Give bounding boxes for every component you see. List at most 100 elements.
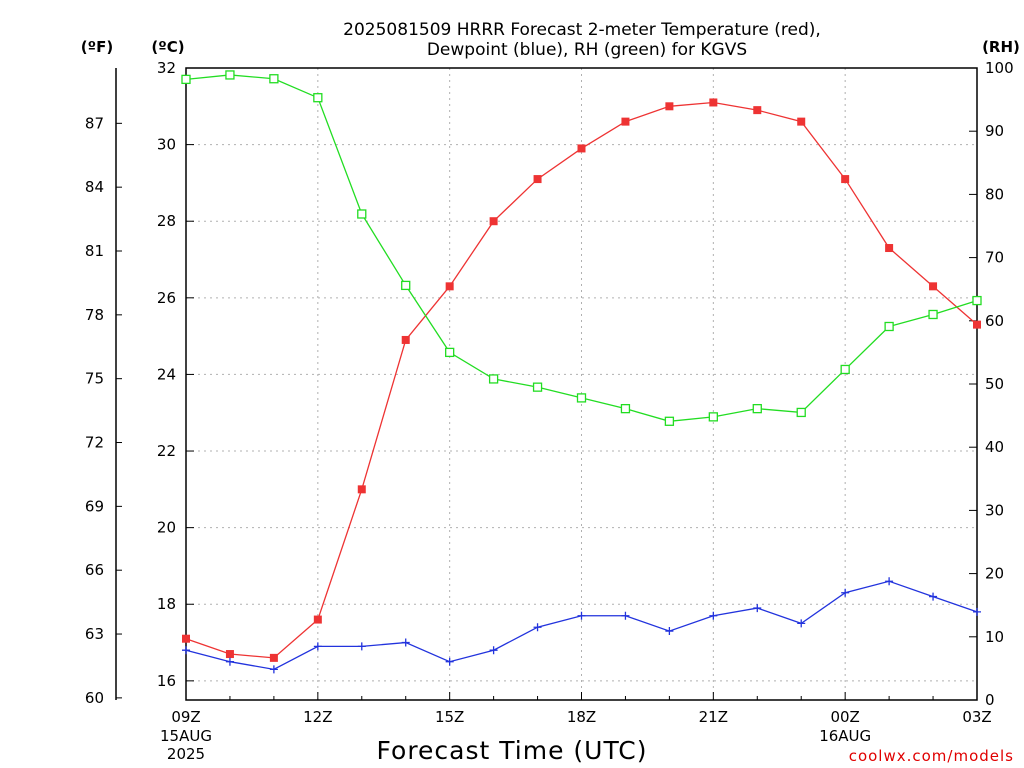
rh-point xyxy=(708,412,718,422)
temperature-point xyxy=(182,634,190,643)
x-tick-label: 03Z xyxy=(962,708,991,726)
celsius-tick-label: 20 xyxy=(157,519,176,537)
dewpoint-point xyxy=(269,665,278,674)
dewpoint-point xyxy=(753,604,762,613)
fahrenheit-tick-label: 72 xyxy=(85,434,104,452)
temperature-point xyxy=(665,102,674,111)
rh-point xyxy=(313,93,323,103)
celsius-tick-label: 16 xyxy=(157,672,176,690)
temperature-point xyxy=(225,650,234,659)
rh-unit-label: (RH) xyxy=(982,38,1020,56)
rh-tick-label: 50 xyxy=(985,375,1004,393)
fahrenheit-tick-label: 63 xyxy=(85,625,104,643)
chart-title-line-1: 2025081509 HRRR Forecast 2-meter Tempera… xyxy=(343,20,821,40)
grid-lines xyxy=(186,68,977,700)
rh-tick-label: 80 xyxy=(985,185,1004,203)
dewpoint-series xyxy=(182,577,981,674)
temperature-point xyxy=(621,117,630,126)
temperature-point xyxy=(709,98,718,107)
rh-point xyxy=(972,295,982,306)
dewpoint-point xyxy=(797,619,806,628)
x-date-label: 15AUG xyxy=(160,727,212,745)
dewpoint-point xyxy=(313,642,322,651)
rh-tick-label: 20 xyxy=(985,565,1004,583)
celsius-tick-label: 32 xyxy=(157,59,176,77)
fahrenheit-tick-label: 84 xyxy=(85,178,104,196)
fahrenheit-tick-label: 69 xyxy=(85,497,104,515)
rh-point xyxy=(884,321,894,332)
credit-text: coolwx.com/models xyxy=(849,747,1014,765)
temperature-point xyxy=(313,615,322,624)
rh-point xyxy=(269,74,279,84)
celsius-tick-label: 28 xyxy=(157,212,176,230)
rh-point xyxy=(357,209,367,219)
celsius-unit-label: (ºC) xyxy=(151,38,184,56)
temperature-point xyxy=(357,485,366,494)
dewpoint-point xyxy=(621,611,630,620)
x-tick-label: 09Z xyxy=(171,708,200,726)
fahrenheit-unit-label: (ºF) xyxy=(81,38,113,56)
dewpoint-point xyxy=(973,607,981,616)
rh-point xyxy=(181,74,191,85)
rh-point xyxy=(796,407,806,418)
fahrenheit-tick-label: 78 xyxy=(85,306,104,324)
temperature-point xyxy=(929,282,938,291)
rh-tick-label: 30 xyxy=(985,501,1004,519)
fahrenheit-tick-label: 75 xyxy=(85,370,104,388)
fahrenheit-tick-label: 87 xyxy=(85,114,104,132)
rh-point xyxy=(840,364,850,375)
rh-point xyxy=(928,309,938,320)
celsius-tick-label: 26 xyxy=(157,289,176,307)
fahrenheit-tick-label: 60 xyxy=(85,689,104,707)
dewpoint-point xyxy=(929,592,938,601)
rh-point xyxy=(401,280,411,291)
dewpoint-point xyxy=(885,577,894,586)
rh-point xyxy=(752,403,762,414)
rh-tick-label: 60 xyxy=(985,312,1004,330)
temperature-series xyxy=(182,98,981,662)
temperature-point xyxy=(489,217,498,226)
x-date-label: 16AUG xyxy=(819,727,871,745)
rh-tick-label: 100 xyxy=(985,59,1014,77)
rh-point xyxy=(488,374,499,384)
data-series xyxy=(181,70,982,674)
temperature-point xyxy=(445,282,454,291)
temperature-point xyxy=(401,335,410,344)
dewpoint-point xyxy=(533,623,542,632)
rh-tick-label: 70 xyxy=(985,249,1004,267)
temperature-point xyxy=(797,117,806,126)
dewpoint-point xyxy=(357,642,366,651)
celsius-tick-label: 24 xyxy=(157,365,176,383)
plot-frame xyxy=(185,67,978,701)
x-tick-label: 18Z xyxy=(567,708,596,726)
dewpoint-point xyxy=(709,611,718,620)
dewpoint-point xyxy=(225,657,234,666)
dewpoint-point xyxy=(577,611,586,620)
dewpoint-point xyxy=(841,588,850,597)
x-tick-label: 15Z xyxy=(435,708,464,726)
x-tick-label: 00Z xyxy=(830,708,859,726)
x-tick-label: 12Z xyxy=(303,708,332,726)
temperature-point xyxy=(577,144,586,153)
rh-point xyxy=(225,70,235,80)
rh-tick-label: 10 xyxy=(985,628,1004,646)
dewpoint-point xyxy=(182,646,190,655)
rh-tick-label: 90 xyxy=(985,122,1004,140)
celsius-tick-label: 18 xyxy=(157,595,176,613)
fahrenheit-tick-label: 81 xyxy=(85,242,104,260)
rh-point xyxy=(620,403,631,414)
celsius-tick-label: 30 xyxy=(157,136,176,154)
chart-title-line-2: Dewpoint (blue), RH (green) for KGVS xyxy=(427,40,747,60)
rh-tick-label: 0 xyxy=(985,691,995,709)
dewpoint-point xyxy=(401,638,410,647)
rh-point xyxy=(445,347,455,358)
temperature-point xyxy=(533,175,542,184)
x-date-label: 2025 xyxy=(167,745,205,763)
temperature-point xyxy=(885,244,894,253)
fahrenheit-tick-label: 66 xyxy=(85,561,104,579)
x-axis-title: Forecast Time (UTC) xyxy=(377,736,648,765)
rh-point xyxy=(532,382,543,392)
temperature-point xyxy=(753,106,762,115)
rh-tick-label: 40 xyxy=(985,438,1004,456)
